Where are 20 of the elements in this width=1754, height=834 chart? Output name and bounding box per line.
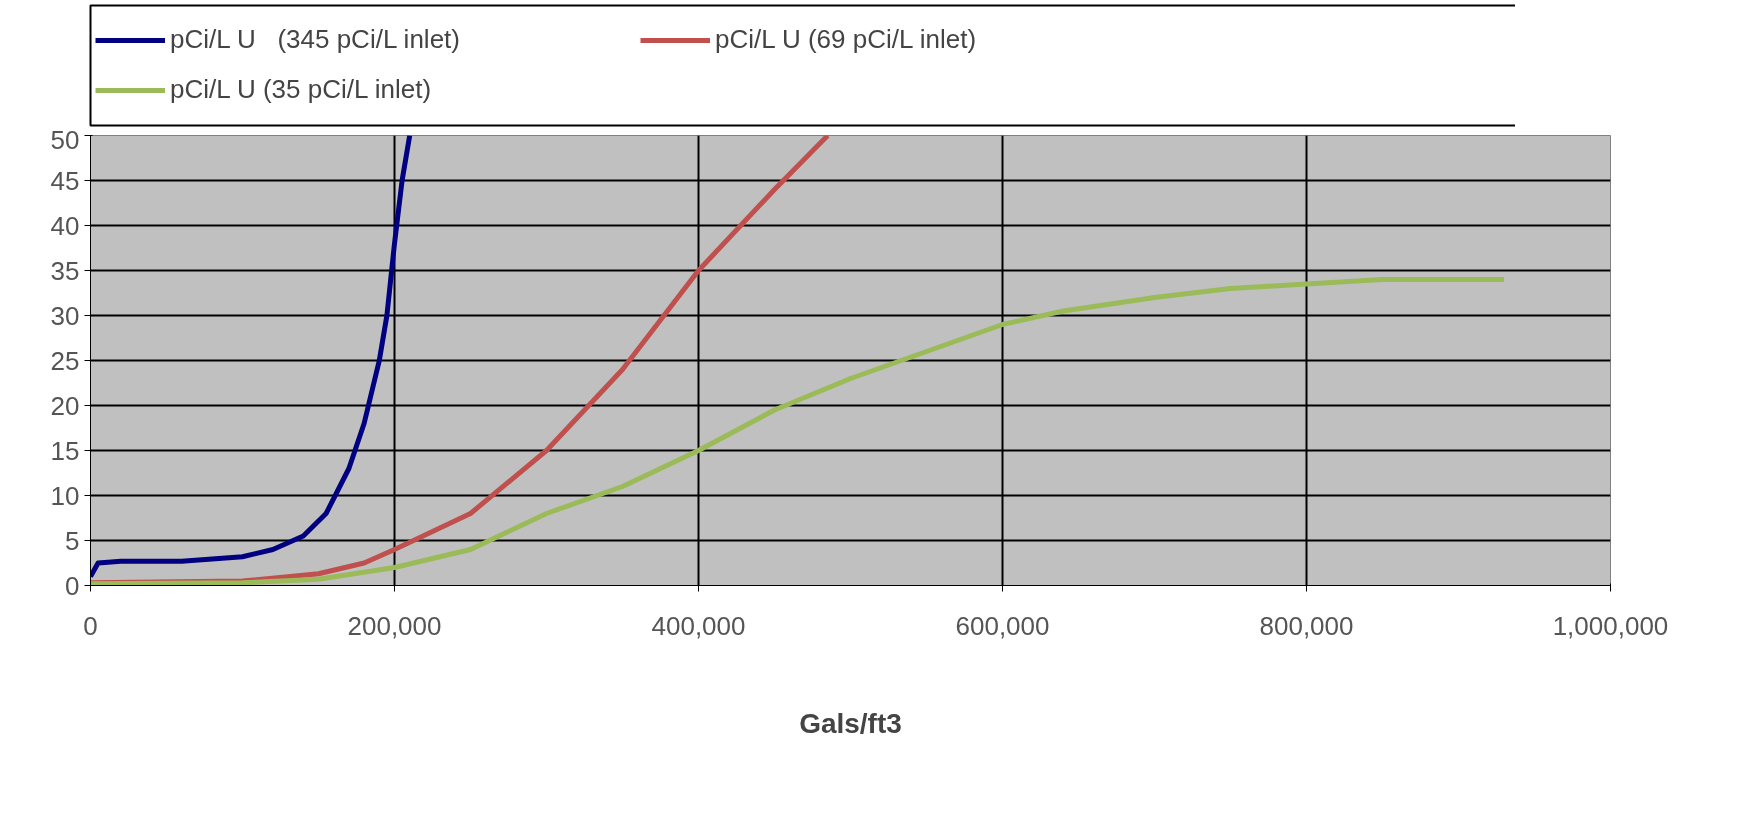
legend-label: pCi/L U (35 pCi/L inlet)	[170, 74, 432, 105]
y-tick-label: 40	[50, 210, 80, 241]
y-tick-label: 35	[50, 255, 80, 286]
legend-label: pCi/L U (69 pCi/L inlet)	[714, 24, 977, 55]
x-axis-title: Gals/ft3	[799, 707, 902, 739]
y-tick-label: 20	[50, 390, 80, 421]
y-tick-label: 45	[50, 165, 80, 196]
legend-label: pCi/L U (345 pCi/L inlet)	[170, 24, 460, 55]
y-tick-label: 5	[65, 525, 80, 556]
x-tick-label: 800,000	[1259, 610, 1354, 641]
y-tick-label: 30	[50, 300, 80, 331]
y-tick-label: 50	[50, 124, 80, 155]
y-tick-label: 10	[50, 480, 80, 511]
x-tick-label: 400,000	[651, 610, 746, 641]
x-tick-label: 1,000,000	[1552, 610, 1669, 641]
y-tick-label: 25	[50, 345, 80, 376]
x-tick-label: 600,000	[955, 610, 1050, 641]
y-tick-label: 15	[50, 435, 80, 466]
y-tick-label: 0	[65, 570, 80, 601]
x-tick-label: 200,000	[347, 610, 442, 641]
